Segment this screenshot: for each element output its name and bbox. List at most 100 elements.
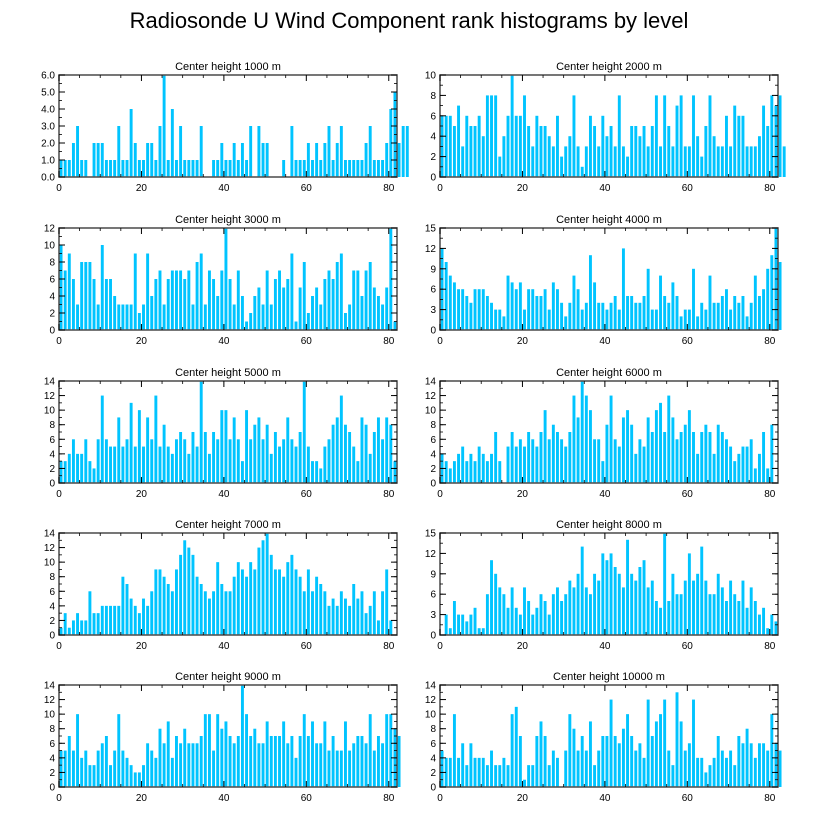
histogram-bar [708, 275, 712, 330]
histogram-bar [560, 302, 564, 330]
histogram-bar [704, 580, 708, 635]
histogram-bar [774, 105, 778, 177]
y-tick-label: 4 [49, 292, 55, 303]
histogram-bar [389, 714, 393, 787]
histogram-bar [236, 270, 240, 330]
histogram-bar [617, 743, 621, 787]
x-tick-label: 20 [136, 183, 148, 194]
histogram-bar [109, 160, 112, 177]
histogram-bar [601, 115, 605, 177]
histogram-bar [335, 143, 339, 177]
x-tick-label: 40 [599, 489, 611, 500]
histogram-bar [617, 309, 621, 330]
histogram-bar [700, 302, 704, 330]
histogram-bar [605, 309, 609, 330]
histogram-bar [485, 765, 489, 787]
histogram-bar [634, 302, 638, 330]
histogram-bar [92, 468, 96, 483]
histogram-bar [368, 262, 372, 330]
histogram-bar [389, 620, 393, 635]
histogram-bar [315, 576, 319, 635]
histogram-bar [290, 554, 294, 635]
panel-title: Center height 9000 m [175, 671, 281, 683]
histogram-bar [224, 591, 228, 635]
histogram-bar [315, 743, 319, 787]
histogram-bar [630, 736, 634, 787]
histogram-bar [617, 446, 621, 483]
histogram-bar [162, 743, 166, 787]
histogram-bar [356, 598, 360, 635]
histogram-bar [269, 736, 273, 787]
histogram-bar [319, 160, 323, 177]
histogram-bar [531, 289, 535, 330]
histogram-bar [725, 115, 728, 177]
histogram-bar [514, 706, 518, 787]
histogram-bar [687, 410, 691, 483]
histogram-bar [232, 743, 236, 787]
histogram-bar [675, 439, 679, 483]
y-tick-label: 4 [430, 753, 436, 764]
histogram-bar [63, 270, 67, 330]
histogram-bar [778, 750, 782, 787]
y-tick-label: 4.0 [41, 105, 55, 116]
y-tick-label: 0 [430, 631, 436, 642]
histogram-bar [560, 156, 564, 177]
histogram-bar [766, 126, 770, 177]
histogram-bar [269, 554, 273, 635]
histogram-bar [352, 270, 356, 330]
y-tick-label: 8 [49, 572, 55, 583]
histogram-bar [257, 743, 261, 787]
histogram-bar [298, 736, 302, 787]
y-tick-label: 6 [49, 587, 55, 598]
histogram-bar [133, 446, 137, 483]
histogram-bar [294, 160, 298, 177]
histogram-bar [588, 594, 592, 635]
histogram-bar [360, 417, 364, 483]
histogram-bar [490, 302, 493, 330]
histogram-bar [514, 115, 518, 177]
x-tick-label: 0 [437, 183, 443, 194]
panel-3: Center height 3000 m 0 20 40 60 80 0 2 4 6 8 10 12 [44, 214, 398, 347]
histogram-bar [311, 461, 314, 483]
histogram-bar [282, 160, 286, 177]
histogram-bar [444, 757, 448, 787]
histogram-bar [696, 136, 700, 177]
histogram-bar [485, 296, 489, 330]
histogram-bar [543, 289, 547, 330]
histogram-bar [605, 424, 609, 483]
histogram-bar [461, 289, 465, 330]
histogram-bar [113, 160, 117, 177]
histogram-bar [100, 245, 104, 330]
histogram-bar [692, 268, 695, 330]
histogram-bar [580, 309, 584, 330]
histogram-bar [448, 757, 452, 787]
histogram-bar [564, 446, 568, 483]
histogram-bar [510, 714, 514, 787]
x-tick-label: 60 [301, 641, 313, 652]
histogram-bar [753, 468, 757, 483]
histogram-bar [212, 432, 216, 483]
histogram-bar [63, 613, 67, 635]
histogram-bar [129, 109, 133, 177]
histogram-bar [331, 598, 335, 635]
histogram-bar [626, 714, 630, 787]
histogram-bar [117, 605, 121, 635]
histogram-bar [273, 279, 277, 330]
histogram-bar [372, 287, 376, 330]
histogram-bar [117, 714, 121, 787]
histogram-bar [543, 126, 547, 177]
histogram-bar [245, 714, 249, 787]
histogram-bar [597, 439, 601, 483]
x-tick-label: 80 [764, 641, 776, 652]
histogram-bar [663, 95, 667, 177]
panel-7: Center height 7000 m 0 20 40 60 80 0 2 4 6 8 10 12 14 [44, 519, 398, 652]
histogram-bar [609, 553, 613, 635]
y-tick-label: 8 [430, 91, 436, 102]
histogram-bar [191, 554, 195, 635]
y-tick-label: 10 [425, 710, 437, 721]
y-tick-label: 10 [425, 406, 437, 417]
histogram-bar [344, 598, 347, 635]
x-tick-label: 60 [682, 489, 694, 500]
histogram-bar [302, 262, 306, 330]
histogram-bar [253, 296, 257, 330]
